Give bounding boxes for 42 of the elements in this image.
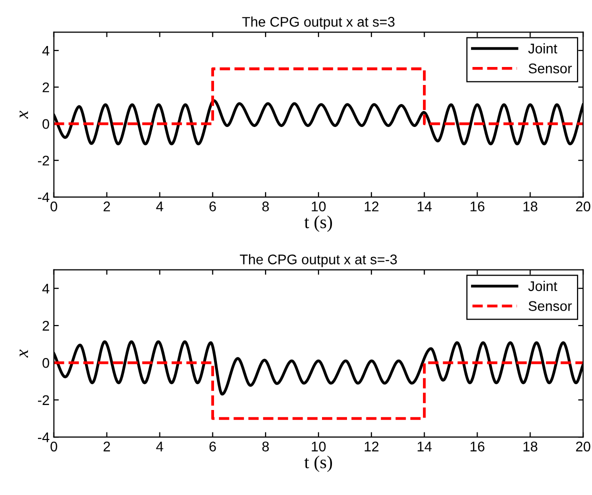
x-tick-label: 10: [312, 202, 326, 212]
x-tick-label: 20: [576, 202, 590, 212]
x-tick-label: 8: [262, 202, 269, 212]
chart-title: The CPG output x at s=3: [242, 16, 395, 30]
x-tick-label: 0: [50, 442, 58, 452]
x-axis-title: t (s): [304, 456, 332, 472]
y-tick-label: 4: [42, 284, 50, 294]
y-tick-label: -2: [38, 156, 50, 166]
x-tick-label: 14: [418, 202, 432, 212]
x-tick-label: 4: [156, 442, 164, 452]
legend-label: Sensor: [528, 64, 572, 74]
x-tick-label: 0: [50, 202, 58, 212]
x-axis-title: t (s): [304, 216, 332, 232]
x-tick-label: 16: [470, 442, 484, 452]
legend-label: Joint: [528, 280, 558, 292]
x-tick-label: 6: [209, 442, 216, 452]
y-tick-label: 4: [42, 46, 50, 56]
x-tick-label: 18: [524, 202, 538, 212]
x-tick-label: 4: [156, 202, 164, 212]
x-tick-label: 2: [104, 442, 110, 452]
y-axis-title: x: [20, 350, 28, 358]
x-tick-label: 12: [364, 442, 378, 452]
x-tick-label: 18: [524, 442, 538, 452]
legend-label: Sensor: [528, 301, 572, 311]
x-tick-label: 12: [364, 202, 378, 212]
x-tick-label: 16: [470, 202, 484, 212]
x-tick-label: 8: [262, 442, 269, 452]
y-tick-label: 2: [42, 82, 50, 92]
x-tick-label: 6: [209, 202, 216, 212]
y-tick-label: 2: [42, 320, 50, 331]
y-tick-label: -4: [38, 432, 50, 442]
y-axis-title: x: [20, 110, 28, 119]
x-tick-label: 14: [418, 442, 432, 452]
x-tick-label: 10: [312, 442, 326, 452]
x-tick-label: 20: [576, 442, 590, 452]
y-tick-label: 0: [42, 119, 50, 129]
chart-title: The CPG output x at s=-3: [240, 254, 397, 268]
legend-label: Joint: [528, 43, 558, 54]
y-tick-label: 0: [42, 358, 50, 368]
x-tick-label: 2: [104, 202, 110, 212]
y-tick-label: -2: [38, 395, 50, 405]
y-tick-label: -4: [38, 192, 50, 202]
